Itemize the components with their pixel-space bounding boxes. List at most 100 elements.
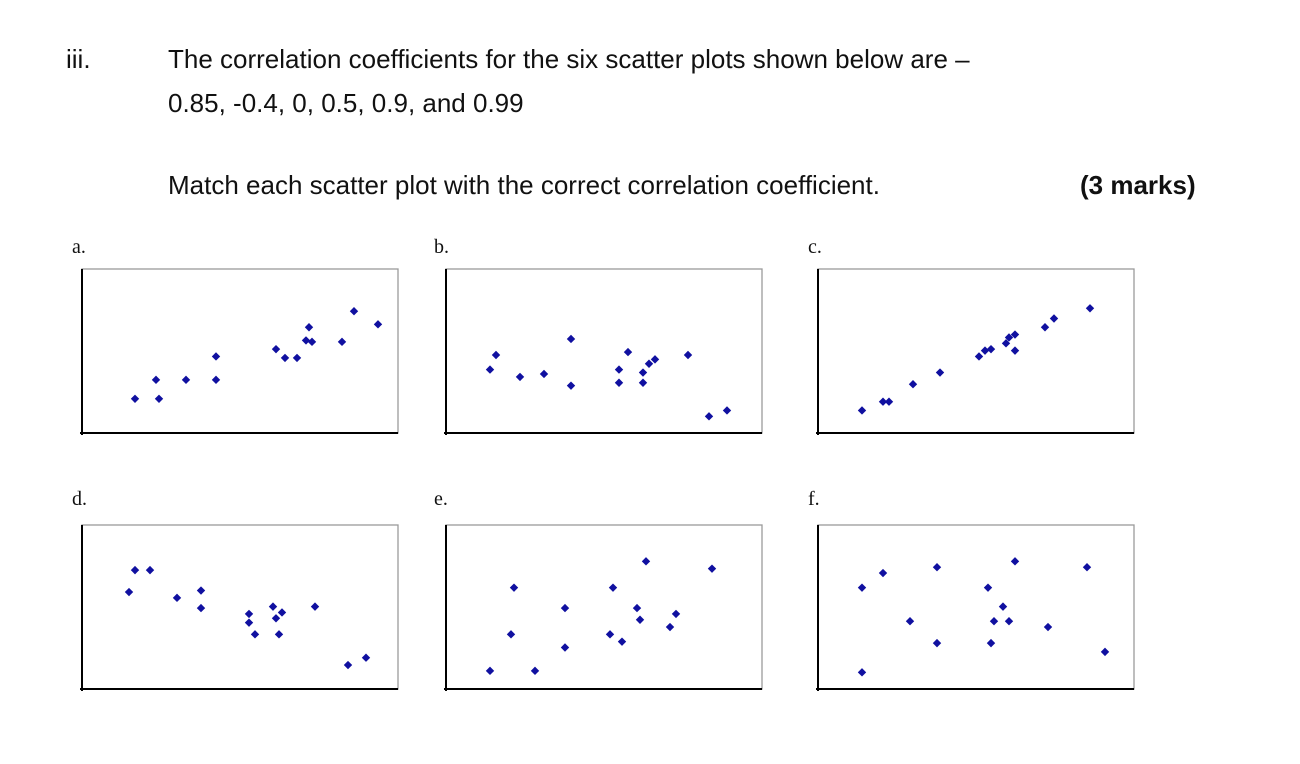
data-point	[145, 565, 155, 575]
data-point	[530, 666, 540, 676]
data-point	[250, 630, 260, 639]
data-point	[244, 609, 254, 619]
data-point	[650, 355, 660, 364]
data-point	[539, 369, 549, 379]
marks-label: (3 marks)	[1080, 170, 1196, 200]
data-point	[274, 630, 284, 639]
data-point	[605, 630, 615, 639]
data-point	[1004, 617, 1014, 626]
data-point	[1001, 339, 1011, 348]
data-point	[905, 617, 915, 626]
data-point	[307, 337, 317, 347]
data-point	[983, 583, 993, 592]
data-point	[196, 586, 206, 595]
plot-label-b: b.	[434, 236, 449, 258]
data-point	[1082, 563, 1092, 572]
data-point	[337, 337, 347, 347]
scatter-plot-c	[816, 268, 1135, 435]
data-point	[292, 353, 302, 363]
data-point	[683, 350, 693, 360]
data-point	[1004, 333, 1014, 342]
data-point	[614, 365, 624, 374]
data-point	[1043, 622, 1053, 632]
data-point	[268, 602, 278, 611]
data-point	[485, 666, 495, 676]
data-point	[1085, 304, 1095, 313]
data-point	[617, 637, 627, 646]
data-point	[974, 352, 984, 361]
data-point	[1040, 323, 1050, 332]
data-point	[277, 608, 287, 617]
data-point	[343, 660, 353, 670]
data-point	[932, 638, 942, 648]
data-point	[560, 643, 570, 652]
data-point	[1010, 557, 1020, 566]
data-point	[722, 406, 732, 415]
data-point	[244, 618, 254, 627]
data-point	[1049, 314, 1059, 323]
plot-frame	[81, 268, 399, 434]
plot-label-d: d.	[72, 488, 87, 510]
plot-frame	[445, 524, 763, 690]
data-point	[566, 334, 576, 344]
data-point	[349, 307, 359, 316]
data-point	[124, 587, 134, 597]
data-point	[986, 344, 996, 354]
data-point	[373, 320, 383, 329]
data-point	[707, 564, 717, 573]
data-point	[998, 602, 1008, 611]
data-point	[980, 346, 990, 355]
data-point	[271, 614, 281, 623]
scatter-plot-b	[444, 268, 763, 435]
scatter-plot-a	[80, 268, 399, 435]
data-point	[935, 368, 945, 377]
plot-frame	[817, 268, 1135, 434]
data-point	[485, 365, 495, 374]
data-point	[506, 630, 516, 639]
data-point	[635, 615, 645, 624]
data-point	[638, 378, 648, 387]
data-point	[704, 412, 714, 421]
data-point	[632, 603, 642, 613]
data-point	[130, 565, 140, 575]
plot-label-e: e.	[434, 488, 448, 510]
question-text-line-1: The correlation coefficients for the six…	[168, 44, 970, 74]
data-point	[301, 336, 311, 345]
plot-label-c: c.	[808, 236, 822, 258]
data-point	[509, 583, 519, 592]
data-point	[304, 323, 314, 332]
data-point	[884, 397, 894, 406]
question-text-line-2: 0.85, -0.4, 0, 0.5, 0.9, and 0.99	[168, 88, 524, 118]
data-point	[641, 557, 651, 566]
data-point	[491, 350, 501, 360]
data-point	[181, 375, 191, 385]
data-point	[1010, 346, 1020, 355]
data-point	[151, 375, 161, 385]
data-point	[671, 609, 681, 619]
data-point	[310, 602, 320, 611]
data-point	[361, 653, 371, 662]
scatter-plot-d	[80, 524, 399, 691]
data-point	[878, 568, 888, 578]
data-point	[154, 394, 164, 403]
scatter-plot-f	[816, 524, 1135, 691]
data-point	[878, 397, 888, 406]
data-point	[211, 375, 221, 385]
data-point	[932, 563, 942, 572]
data-point	[623, 347, 633, 357]
data-point	[1100, 647, 1110, 657]
data-point	[989, 617, 999, 626]
data-point	[986, 638, 996, 648]
data-point	[608, 583, 618, 592]
scatter-plot-e	[444, 524, 763, 691]
data-point	[1010, 330, 1020, 339]
instruction-text: Match each scatter plot with the correct…	[168, 170, 880, 200]
data-point	[196, 603, 206, 613]
data-point	[908, 380, 918, 389]
data-point	[130, 394, 140, 403]
plot-frame	[445, 268, 763, 434]
data-point	[560, 603, 570, 613]
plot-label-f: f.	[808, 488, 820, 510]
data-point	[665, 622, 675, 632]
data-point	[172, 593, 182, 603]
